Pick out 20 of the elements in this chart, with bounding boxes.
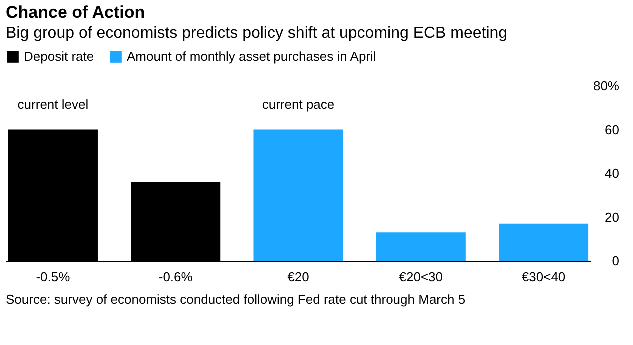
bar	[376, 232, 466, 261]
legend-label: Amount of monthly asset purchases in April	[127, 49, 376, 64]
x-tick-label: €30<40	[522, 270, 566, 284]
source-note: Source: survey of economists conducted following Fed rate cut through March 5	[6, 292, 467, 307]
y-tick-label: 20	[605, 210, 620, 225]
y-tick-label: 60	[605, 122, 620, 138]
x-tick-label: -0.5%	[36, 270, 71, 284]
chart-subtitle: Big group of economists predicts policy shift at upcoming ECB meeting	[6, 25, 508, 42]
annotation: current level	[18, 97, 89, 112]
bar	[499, 224, 589, 261]
bar	[254, 130, 344, 261]
chart-title: Chance of Action	[6, 3, 146, 22]
y-tick-label: 0	[612, 254, 620, 268]
annotation: current pace	[262, 97, 335, 112]
y-tick-label: 80%	[593, 78, 620, 94]
y-tick-label: 40	[605, 166, 620, 181]
x-tick-label: -0.6%	[158, 270, 194, 284]
legend-label: Deposit rate	[24, 49, 94, 64]
x-tick-label: €20	[288, 270, 310, 284]
x-tick-label: €20<30	[399, 270, 444, 284]
